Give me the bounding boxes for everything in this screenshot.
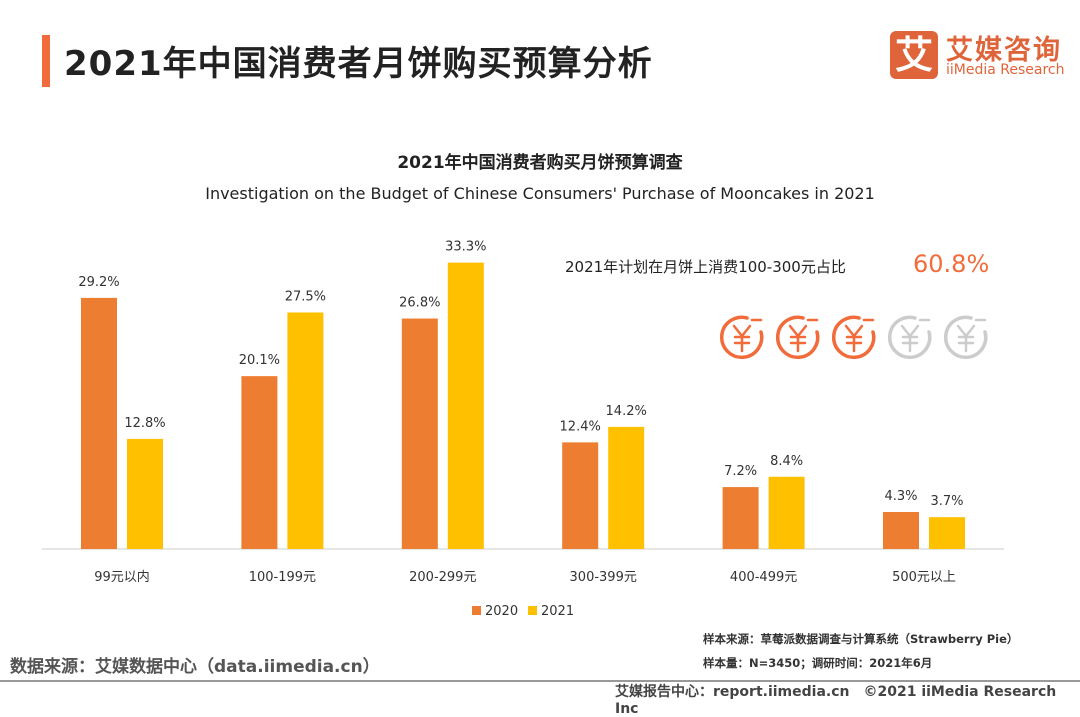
data-label: 27.5% — [285, 290, 326, 305]
bar-2020 — [883, 512, 919, 549]
bar-chart: 29.2% 12.8% 99元以内 20.1% 27.5% 100-199元 26.8% 33… — [42, 240, 1004, 619]
bar-2020 — [81, 297, 117, 549]
logo-icon: 艾 — [890, 31, 938, 79]
x-tick-label: 200-299元 — [409, 570, 476, 585]
x-tick-label: 400-499元 — [730, 570, 797, 585]
bar-2020 — [562, 442, 599, 549]
data-label: 29.2% — [78, 275, 119, 290]
x-tick-label: 99元以内 — [94, 569, 150, 585]
yuan-coin-icon — [775, 315, 820, 360]
logo-text-en: iiMedia Research — [946, 62, 1065, 78]
footer-divider — [0, 680, 1080, 682]
data-label: 4.3% — [884, 489, 917, 504]
bar-2021 — [447, 262, 484, 549]
legend-label: 2021 — [541, 604, 574, 619]
bar-2020 — [241, 376, 278, 549]
yuan-coin-icon — [719, 315, 764, 360]
legend-label: 2020 — [485, 604, 518, 619]
data-label: 12.4% — [560, 419, 601, 434]
bar-2021 — [127, 438, 163, 549]
bar-2021 — [287, 312, 324, 549]
yuan-coin-icon — [943, 315, 988, 360]
sample-source: 样本来源：草莓派数据调查与计算系统（Strawberry Pie） — [703, 632, 1019, 646]
bar-2020 — [722, 487, 759, 549]
data-label: 7.2% — [724, 464, 757, 479]
data-label: 14.2% — [606, 404, 647, 419]
x-tick-label: 500元以上 — [892, 570, 956, 585]
bar-2020 — [401, 318, 438, 549]
data-label: 33.3% — [445, 240, 486, 255]
page-title: 2021年中国消费者月饼购买预算分析 — [64, 44, 653, 84]
bar-2021 — [768, 476, 805, 549]
x-tick-label: 300-399元 — [570, 570, 637, 585]
data-source: 数据来源：艾媒数据中心（data.iimedia.cn） — [10, 657, 380, 677]
data-label: 20.1% — [239, 353, 280, 368]
chart-subtitle: Investigation on the Budget of Chinese C… — [205, 184, 875, 203]
data-label: 8.4% — [770, 454, 803, 469]
report-link: 艾媒报告中心：report.iimedia.cn ©2021 iiMedia R… — [615, 684, 1057, 717]
highlight-label: 2021年计划在月饼上消费100-300元占比 — [565, 258, 846, 276]
data-label: 26.8% — [399, 296, 440, 311]
logo-text-cn: 艾媒咨询 — [946, 35, 1062, 66]
data-label: 12.8% — [124, 416, 165, 431]
legend-swatch — [528, 606, 537, 615]
yuan-coin-icon — [887, 315, 932, 360]
title-accent-bar — [42, 35, 50, 87]
bar-2021 — [929, 517, 965, 549]
bar-2021 — [608, 426, 645, 549]
chart-title: 2021年中国消费者购买月饼预算调查 — [397, 153, 683, 173]
x-tick-label: 100-199元 — [249, 570, 316, 585]
sample-size: 样本量：N=3450；调研时间：2021年6月 — [703, 656, 933, 670]
data-label: 3.7% — [930, 494, 963, 509]
yuan-coin-icon — [831, 315, 876, 360]
legend-swatch — [472, 606, 481, 615]
highlight-value: 60.8% — [913, 250, 990, 278]
